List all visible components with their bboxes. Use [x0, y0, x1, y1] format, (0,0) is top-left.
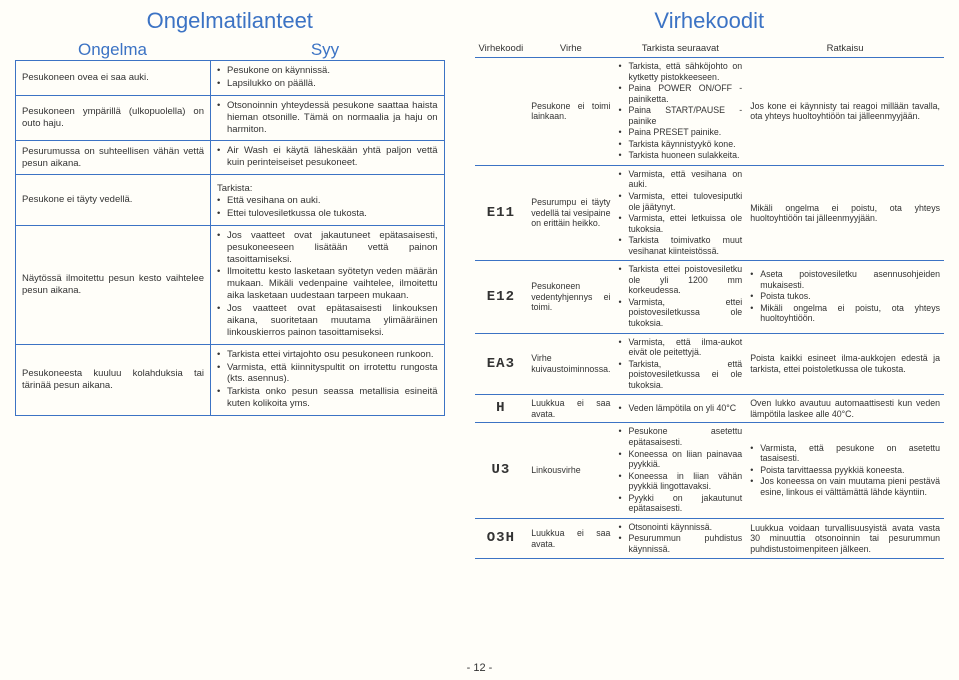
solution-cell: Jos kone ei käynnisty tai reagoi millään… — [746, 58, 944, 166]
sub-ongelma: Ongelma — [15, 40, 210, 60]
check-cell: Tarkista, että sähköjohto on kytketty pi… — [614, 58, 746, 166]
cause-cell: Jos vaatteet ovat jakautuneet epätasaise… — [211, 225, 445, 344]
solution-cell: Oven lukko avautuu automaattisesti kun v… — [746, 395, 944, 423]
error-code: EA3 — [475, 333, 528, 395]
check-cell: Veden lämpötila on yli 40°C — [614, 395, 746, 423]
check-cell: Otsonointi käynnissä.Pesurummun puhdistu… — [614, 518, 746, 559]
error-code: E12 — [475, 261, 528, 333]
error-desc: Virhe kuivaustoiminnossa. — [527, 333, 614, 395]
problem-cell: Pesukoneen ympärillä (ulkopuolella) on o… — [16, 95, 211, 141]
error-code: O3H — [475, 518, 528, 559]
cause-cell: Air Wash ei käytä läheskään yhtä paljon … — [211, 141, 445, 175]
cause-cell: Tarkista:Että vesihana on auki.Ettei tul… — [211, 175, 445, 226]
problem-cell: Pesukoneesta kuuluu kolahduksia tai täri… — [16, 344, 211, 415]
troubles-table: Pesukoneen ovea ei saa auki.Pesukone on … — [15, 60, 445, 416]
codes-header: Tarkista seuraavat — [614, 40, 746, 58]
solution-cell: Varmista, että pesukone on asetettu tasa… — [746, 423, 944, 518]
error-desc: Pesukoneen vedentyhjennys ei toimi. — [527, 261, 614, 333]
problem-cell: Näytössä ilmoitettu pesun kesto vaihtele… — [16, 225, 211, 344]
solution-cell: Poista kaikki esineet ilma-aukkojen edes… — [746, 333, 944, 395]
problem-cell: Pesukoneen ovea ei saa auki. — [16, 61, 211, 96]
problem-cell: Pesurumussa on suhteellisen vähän vettä … — [16, 141, 211, 175]
sub-syy: Syy — [210, 40, 440, 60]
error-code: H — [475, 395, 528, 423]
left-title: Ongelmatilanteet — [15, 8, 445, 34]
solution-cell: Aseta poistovesiletku asennusohjeiden mu… — [746, 261, 944, 333]
cause-cell: Otsonoinnin yhteydessä pesukone saattaa … — [211, 95, 445, 141]
error-desc: Pesurumpu ei täyty vedellä tai vesipaine… — [527, 165, 614, 260]
codes-header: Virhe — [527, 40, 614, 58]
check-cell: Varmista, että vesihana on auki.Varmista… — [614, 165, 746, 260]
error-desc: Luukkua ei saa avata. — [527, 395, 614, 423]
problem-cell: Pesukone ei täyty vedellä. — [16, 175, 211, 226]
error-code: U3 — [475, 423, 528, 518]
error-desc: Luukkua ei saa avata. — [527, 518, 614, 559]
codes-header: Virhekoodi — [475, 40, 528, 58]
page-number: - 12 - — [0, 662, 959, 674]
codes-header: Ratkaisu — [746, 40, 944, 58]
error-code: E11 — [475, 165, 528, 260]
cause-cell: Pesukone on käynnissä.Lapsilukko on pääl… — [211, 61, 445, 96]
solution-cell: Mikäli ongelma ei poistu, ota yhteys huo… — [746, 165, 944, 260]
error-code — [475, 58, 528, 166]
codes-table: VirhekoodiVirheTarkista seuraavatRatkais… — [475, 40, 944, 559]
right-title: Virhekoodit — [475, 8, 944, 34]
cause-cell: Tarkista ettei virtajohto osu pesukoneen… — [211, 344, 445, 415]
check-cell: Tarkista ettei poistovesiletku ole yli 1… — [614, 261, 746, 333]
check-cell: Pesukone asetettu epätasaisesti.Koneessa… — [614, 423, 746, 518]
solution-cell: Luukkua voidaan turvallisuusyistä avata … — [746, 518, 944, 559]
check-cell: Varmista, että ilma-aukot eivät ole peit… — [614, 333, 746, 395]
error-desc: Linkousvirhe — [527, 423, 614, 518]
error-desc: Pesukone ei toimi lainkaan. — [527, 58, 614, 166]
